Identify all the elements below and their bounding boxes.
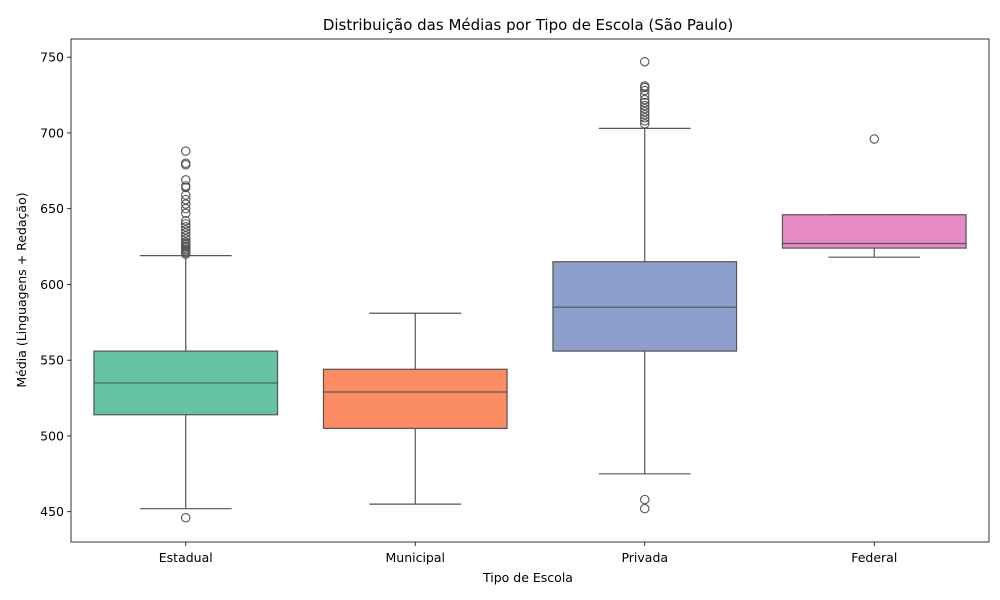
y-tick-label: 500 [40,428,64,443]
outlier-point [181,513,191,523]
outlier-point [181,231,191,241]
outlier-point [639,106,650,117]
x-tick-label: Federal [851,550,897,565]
plot-frame [70,38,990,543]
outlier-point [181,219,191,229]
x-tick-label: Municipal [385,550,445,565]
y-tick-label: 600 [40,277,64,292]
outlier-point [639,110,650,120]
outlier-point [181,234,191,244]
outlier-point [639,81,650,91]
outlier-point [639,97,650,108]
y-axis-label: Média (Linguagens + Redação) [14,192,29,387]
box-group-privada [552,56,738,514]
outlier-point [639,113,650,123]
y-tick-label: 700 [40,125,64,140]
x-axis-label: Tipo de Escola [482,570,573,585]
outlier-point [639,90,650,100]
box-group-federal [781,134,967,258]
outlier-point [181,175,191,185]
outlier-point [639,116,650,126]
box-group-estadual [93,146,279,523]
outlier-point [181,216,191,226]
outlier-point [181,181,191,191]
y-tick-label: 550 [40,353,64,368]
x-tick-label: Privada [621,550,668,565]
y-tick-label: 650 [40,201,64,216]
outlier-point [639,85,650,96]
outlier-point [639,100,650,111]
outlier-point [181,194,191,205]
outlier-point [639,103,650,114]
outlier-point [181,158,191,168]
plot-area [93,56,967,523]
outlier-point [181,237,191,247]
x-tick-label: Estadual [159,550,213,565]
outlier-point [181,199,191,209]
outlier-point [181,190,191,200]
outlier-point [181,203,191,214]
outlier-point [181,222,191,232]
outlier-point [639,94,650,105]
box-group-municipal [322,312,508,505]
outlier-point [639,56,650,67]
y-tick-label: 450 [40,504,64,519]
outlier-point [869,134,879,144]
chart-title: Distribuição das Médias por Tipo de Esco… [323,16,733,34]
outlier-point [181,225,191,235]
y-tick-label: 750 [40,50,64,65]
outlier-point [181,146,191,156]
outlier-point [639,494,650,505]
outlier-point [639,503,650,514]
iqr-box [781,214,967,249]
iqr-box [322,368,508,429]
outlier-point [181,228,191,238]
outlier-point [639,119,650,129]
x-axis: Estadual Municipal Privada Federal [159,542,897,565]
iqr-box [552,261,738,352]
outlier-point [181,208,191,218]
y-axis: 450 500 550 600 650 700 750 [40,50,71,519]
